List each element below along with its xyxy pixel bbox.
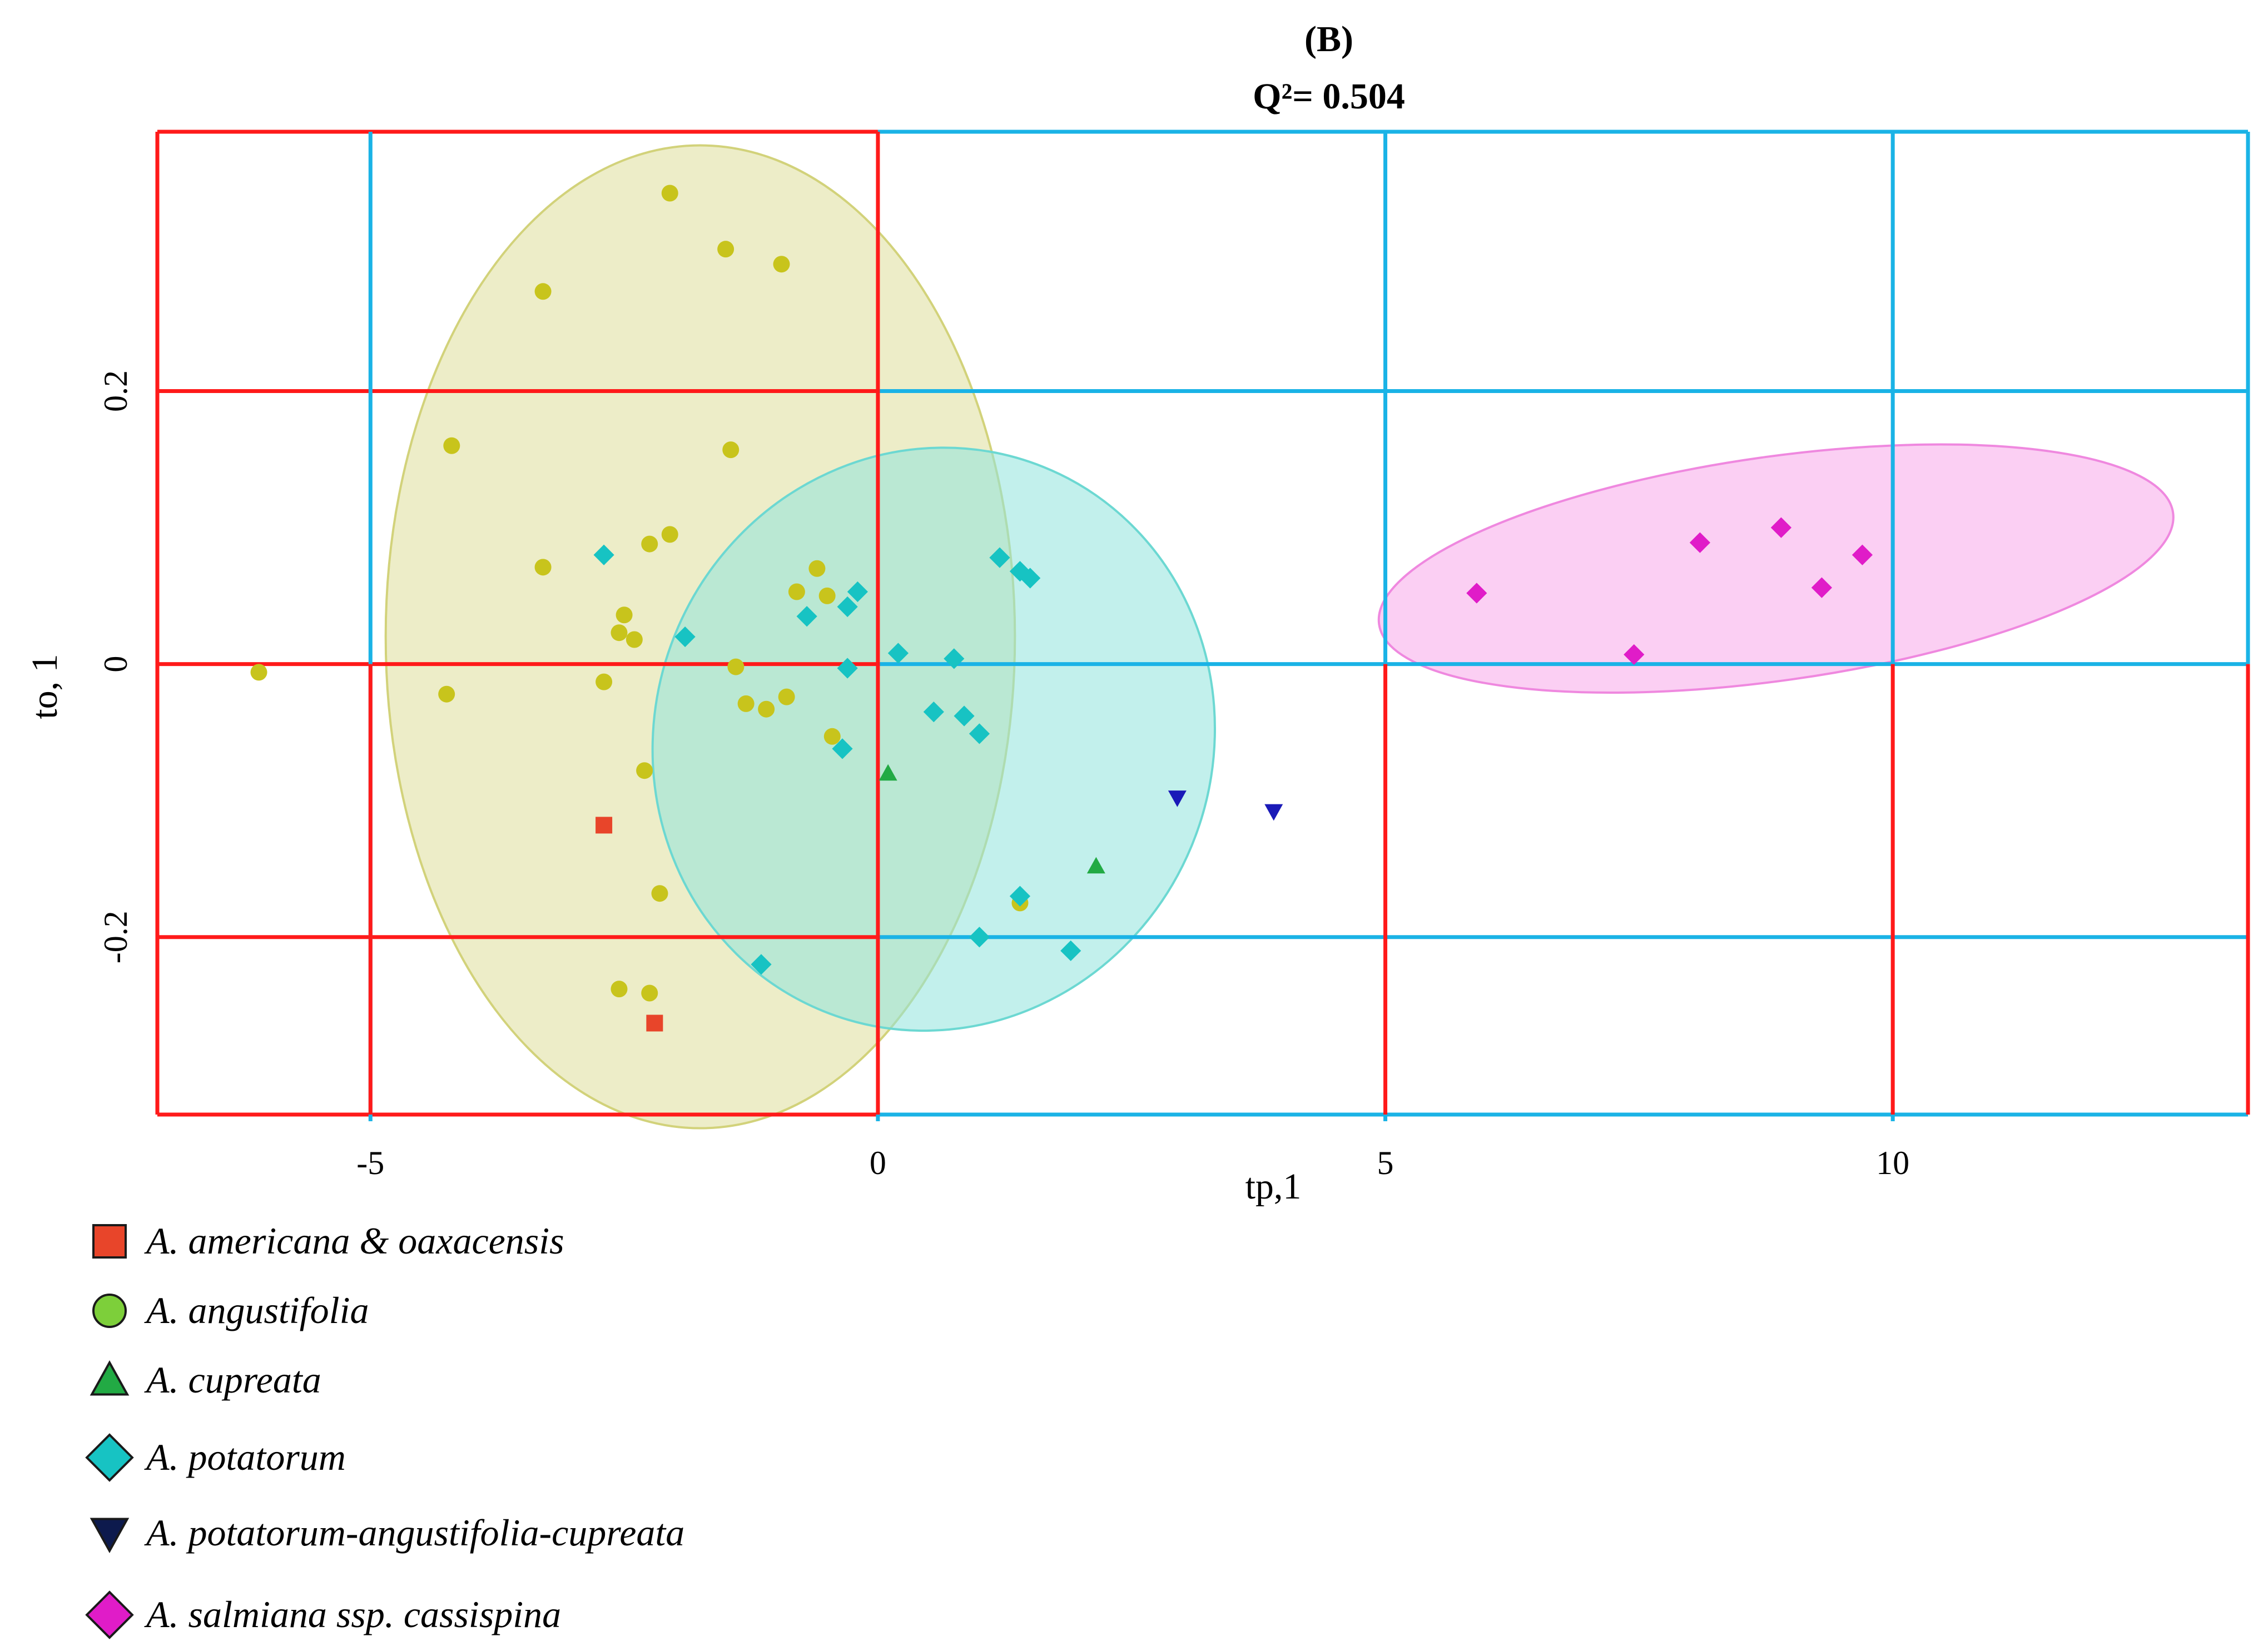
point-a-angustifolia-24 bbox=[651, 885, 668, 902]
point-a-angustifolia-1 bbox=[717, 241, 735, 258]
point-a-angustifolia-23 bbox=[636, 762, 653, 779]
point-a-angustifolia-0 bbox=[661, 185, 678, 202]
x-tick-label-2: 5 bbox=[1377, 1145, 1394, 1181]
point-a-angustifolia-8 bbox=[641, 535, 658, 553]
point-a-angustifolia-18 bbox=[438, 685, 455, 703]
point-a-americana-oaxacensis-1 bbox=[646, 1015, 663, 1032]
point-a-potatorum-0 bbox=[593, 544, 614, 565]
point-a-angustifolia-5 bbox=[722, 441, 740, 459]
point-a-angustifolia-17 bbox=[595, 673, 613, 690]
legend-marker-a-americana-oaxacensis bbox=[92, 1224, 127, 1259]
point-a-angustifolia-2 bbox=[773, 256, 790, 273]
point-a-cupreata-0 bbox=[879, 764, 897, 781]
legend-marker-a-angustifolia bbox=[92, 1294, 127, 1328]
point-a-angustifolia-3 bbox=[534, 283, 552, 300]
ellipse-2 bbox=[1377, 443, 2175, 694]
point-a-salmiana-ssp-cassispina-1 bbox=[1689, 532, 1710, 553]
legend: A. americana & oaxacensis A. angustifolia… bbox=[85, 1220, 684, 1639]
point-a-angustifolia-10 bbox=[788, 583, 805, 600]
point-a-angustifolia-22 bbox=[823, 728, 841, 745]
y-axis-label: to, 1 bbox=[24, 654, 65, 719]
point-a-potatorum-1 bbox=[674, 626, 696, 648]
legend-marker-a-salmiana-ssp-cassispina bbox=[85, 1590, 134, 1639]
point-a-potatorum-16 bbox=[969, 927, 990, 948]
y-tick-label-2: 0.2 bbox=[97, 370, 134, 412]
point-a-potatorum-13 bbox=[969, 723, 990, 744]
point-a-angustifolia-26 bbox=[641, 984, 658, 1002]
point-a-angustifolia-6 bbox=[534, 559, 552, 576]
x-tick-label-3: 10 bbox=[1876, 1145, 1909, 1181]
point-a-salmiana-ssp-cassispina-0 bbox=[1466, 583, 1487, 604]
point-a-angustifolia-13 bbox=[611, 624, 628, 641]
point-a-salmiana-ssp-cassispina-4 bbox=[1811, 577, 1832, 598]
legend-label-a-potatorum: A. potatorum bbox=[144, 1436, 346, 1478]
point-a-potatorum-2 bbox=[796, 606, 817, 627]
chart-title: Q²= 0.504 bbox=[1253, 76, 1405, 117]
point-a-angustifolia-12 bbox=[616, 606, 633, 624]
point-a-potatorum-17 bbox=[1060, 940, 1081, 961]
legend-marker-a-cupreata bbox=[90, 1360, 130, 1396]
point-a-angustifolia-16 bbox=[727, 658, 745, 675]
y-tick-label-1: 0 bbox=[97, 656, 134, 673]
point-a-potatorum-angustifolia-cupreata-0 bbox=[1168, 790, 1187, 807]
point-a-potatorum-angustifolia-cupreata-1 bbox=[1264, 804, 1283, 821]
point-a-angustifolia-20 bbox=[758, 700, 775, 718]
point-a-cupreata-1 bbox=[1086, 857, 1105, 874]
point-a-angustifolia-19 bbox=[737, 695, 755, 712]
point-a-angustifolia-9 bbox=[808, 560, 826, 577]
point-a-potatorum-7 bbox=[1020, 568, 1041, 589]
point-a-potatorum-8 bbox=[887, 643, 909, 664]
point-a-potatorum-18 bbox=[751, 954, 772, 975]
point-a-angustifolia-7 bbox=[661, 526, 678, 543]
point-a-angustifolia-25 bbox=[611, 981, 628, 998]
x-tick-label-1: 0 bbox=[870, 1145, 886, 1181]
legend-label-a-cupreata: A. cupreata bbox=[144, 1359, 321, 1401]
point-a-potatorum-9 bbox=[944, 648, 965, 669]
point-a-angustifolia-15 bbox=[250, 664, 267, 681]
legend-label-a-potatorum-angustifolia-cupreata: A. potatorum-angustifolia-cupreata bbox=[144, 1511, 684, 1554]
point-a-salmiana-ssp-cassispina-3 bbox=[1852, 544, 1873, 565]
legend-label-a-americana-oaxacensis: A. americana & oaxacensis bbox=[144, 1220, 564, 1262]
point-a-potatorum-14 bbox=[832, 738, 853, 759]
point-a-potatorum-3 bbox=[837, 596, 858, 618]
legend-label-a-angustifolia: A. angustifolia bbox=[144, 1289, 369, 1331]
point-a-potatorum-15 bbox=[1009, 886, 1031, 907]
panel-label: (B) bbox=[1304, 19, 1353, 59]
point-a-potatorum-4 bbox=[847, 581, 869, 603]
x-tick-label-0: -5 bbox=[356, 1145, 384, 1181]
legend-marker-a-potatorum-angustifolia-cupreata bbox=[90, 1518, 130, 1554]
legend-marker-a-potatorum bbox=[85, 1433, 134, 1482]
point-a-salmiana-ssp-cassispina-5 bbox=[1624, 644, 1645, 665]
point-a-potatorum-11 bbox=[923, 702, 944, 723]
point-a-potatorum-5 bbox=[989, 547, 1010, 568]
point-a-angustifolia-14 bbox=[626, 631, 643, 648]
point-a-americana-oaxacensis-0 bbox=[595, 817, 613, 834]
x-axis-label: tp,1 bbox=[1245, 1166, 1302, 1207]
point-a-potatorum-6 bbox=[1009, 561, 1031, 582]
y-tick-label-0: -0.2 bbox=[97, 911, 134, 963]
point-a-angustifolia-4 bbox=[443, 437, 460, 454]
point-a-potatorum-10 bbox=[837, 658, 858, 679]
point-a-angustifolia-11 bbox=[818, 587, 836, 604]
point-a-angustifolia-21 bbox=[778, 688, 795, 705]
legend-label-a-salmiana-ssp-cassispina: A. salmiana ssp. cassispina bbox=[144, 1593, 561, 1635]
point-a-salmiana-ssp-cassispina-2 bbox=[1770, 517, 1791, 538]
point-a-potatorum-12 bbox=[954, 705, 975, 727]
